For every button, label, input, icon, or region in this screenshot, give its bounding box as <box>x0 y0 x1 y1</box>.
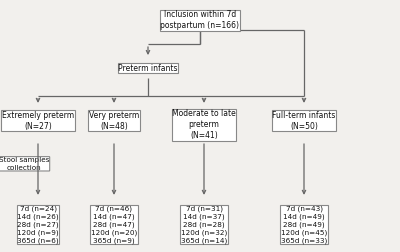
Text: Extremely preterm
(N=27): Extremely preterm (N=27) <box>2 111 74 131</box>
Text: Stool samples
collection: Stool samples collection <box>0 157 49 171</box>
Text: 7d (n=24)
14d (n=26)
28d (n=27)
120d (n=9)
365d (n=6): 7d (n=24) 14d (n=26) 28d (n=27) 120d (n=… <box>17 205 59 243</box>
Text: Preterm infants: Preterm infants <box>118 64 178 73</box>
Text: 7d (n=46)
14d (n=47)
28d (n=47)
120d (n=20)
365d (n=9): 7d (n=46) 14d (n=47) 28d (n=47) 120d (n=… <box>91 205 137 243</box>
Text: 7d (n=43)
14d (n=49)
28d (n=49)
120d (n=45)
365d (n=33): 7d (n=43) 14d (n=49) 28d (n=49) 120d (n=… <box>281 205 327 243</box>
Text: Inclusion within 7d
postpartum (n=166): Inclusion within 7d postpartum (n=166) <box>160 10 240 30</box>
Text: Very preterm
(N=48): Very preterm (N=48) <box>89 111 139 131</box>
Text: Full-term infants
(N=50): Full-term infants (N=50) <box>272 111 336 131</box>
Text: 7d (n=31)
14d (n=37)
28d (n=28)
120d (n=32)
365d (n=14): 7d (n=31) 14d (n=37) 28d (n=28) 120d (n=… <box>181 205 227 243</box>
Text: Moderate to late
preterm
(N=41): Moderate to late preterm (N=41) <box>172 109 236 140</box>
